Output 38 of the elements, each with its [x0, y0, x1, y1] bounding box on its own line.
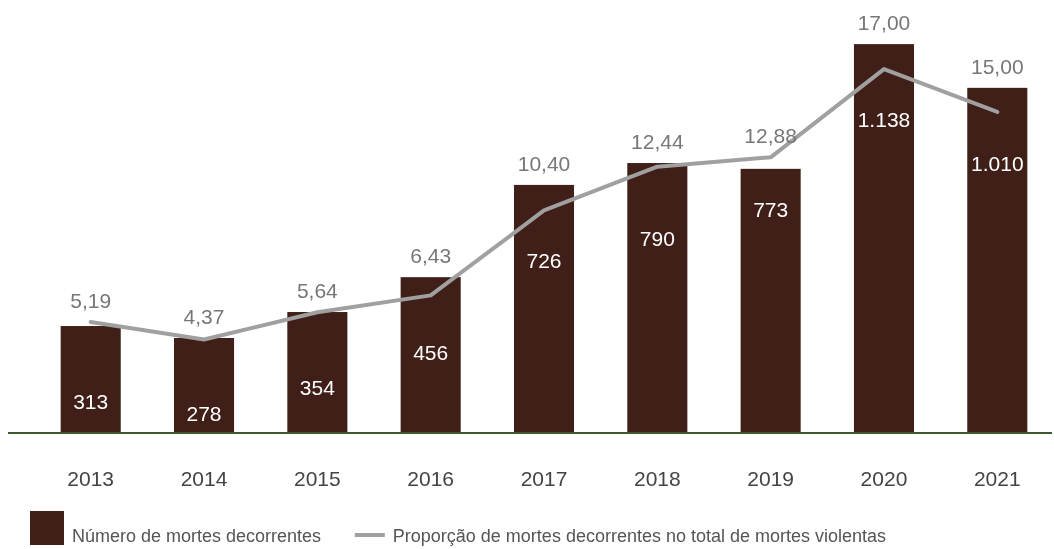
x-tick-label: 2021: [973, 467, 1021, 490]
x-tick-label: 2018: [633, 467, 681, 490]
bar: [400, 277, 461, 433]
data-label: 12,88: [744, 124, 797, 148]
data-label: 278: [186, 402, 222, 425]
x-tick-label: 2015: [293, 467, 341, 490]
data-label: 5,19: [70, 288, 112, 312]
x-tick-label: 2014: [180, 467, 228, 490]
data-label: 773: [753, 197, 789, 221]
data-label: 6,43: [410, 244, 452, 268]
x-tick-label: 2019: [747, 467, 795, 490]
data-label: 15,00: [971, 54, 1024, 78]
bar: [627, 163, 688, 433]
x-tick-label: 2013: [67, 467, 115, 490]
data-label: 354: [299, 376, 336, 400]
data-label: 456: [413, 341, 449, 365]
bar: [967, 87, 1028, 433]
data-label: 4,37: [183, 305, 225, 328]
bar: [60, 326, 121, 433]
x-tick-label: 2020: [860, 467, 908, 490]
data-label: 1.138: [857, 108, 911, 132]
bar: [513, 184, 575, 433]
bar: [287, 312, 348, 433]
data-label: 10,40: [517, 151, 571, 175]
data-label: 726: [526, 248, 562, 272]
bar: [853, 44, 915, 433]
data-label: 17,00: [857, 11, 911, 35]
x-tick-label: 2017: [520, 467, 568, 490]
bar: [740, 168, 801, 433]
data-label: 790: [639, 227, 675, 251]
legend-label: Número de mortes decorrentes: [72, 526, 322, 546]
data-label: 12,44: [631, 130, 684, 154]
legend-label: Proporção de mortes decorrentes no total de mortes violentas: [392, 526, 887, 546]
data-label: 5,64: [296, 279, 339, 303]
data-label: 313: [73, 390, 109, 414]
x-tick-label: 2016: [407, 467, 455, 490]
data-label: 1.010: [971, 151, 1024, 175]
bar: [173, 338, 235, 433]
